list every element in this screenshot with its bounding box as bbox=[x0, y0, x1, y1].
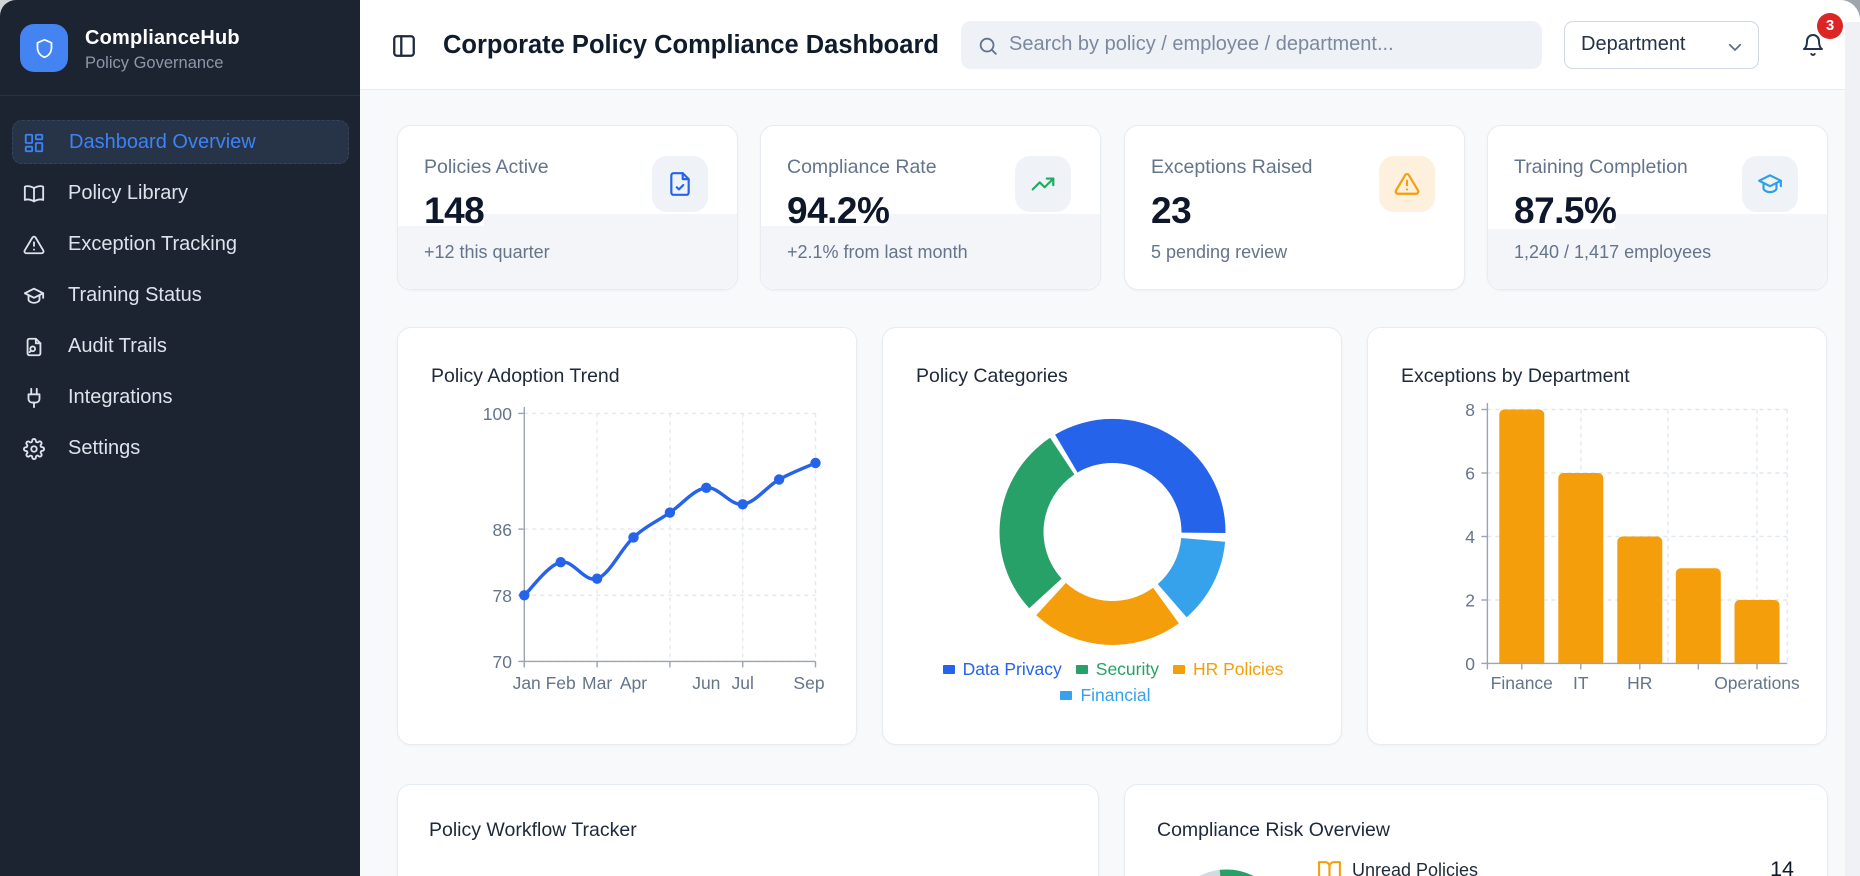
svg-text:Finance: Finance bbox=[1491, 673, 1553, 693]
svg-text:Jul: Jul bbox=[732, 673, 754, 693]
svg-text:Jan: Jan bbox=[513, 673, 541, 693]
svg-text:70: 70 bbox=[493, 652, 513, 672]
svg-text:78: 78 bbox=[493, 586, 512, 606]
svg-text:IT: IT bbox=[1573, 673, 1589, 693]
svg-text:100: 100 bbox=[483, 404, 512, 424]
svg-text:Mar: Mar bbox=[582, 673, 612, 693]
svg-text:Unread Policies: Unread Policies bbox=[1352, 860, 1478, 876]
svg-text:Jun: Jun bbox=[692, 673, 720, 693]
svg-text:0: 0 bbox=[1465, 654, 1475, 674]
svg-text:Apr: Apr bbox=[620, 673, 647, 693]
svg-text:6: 6 bbox=[1465, 464, 1475, 484]
svg-text:14: 14 bbox=[1770, 857, 1794, 876]
svg-text:2: 2 bbox=[1465, 591, 1475, 611]
svg-text:4: 4 bbox=[1465, 527, 1475, 547]
svg-text:Feb: Feb bbox=[546, 673, 576, 693]
svg-text:Sep: Sep bbox=[793, 673, 824, 693]
svg-text:Operations: Operations bbox=[1714, 673, 1800, 693]
svg-text:HR: HR bbox=[1627, 673, 1652, 693]
svg-text:8: 8 bbox=[1465, 400, 1475, 420]
svg-text:86: 86 bbox=[493, 520, 512, 540]
